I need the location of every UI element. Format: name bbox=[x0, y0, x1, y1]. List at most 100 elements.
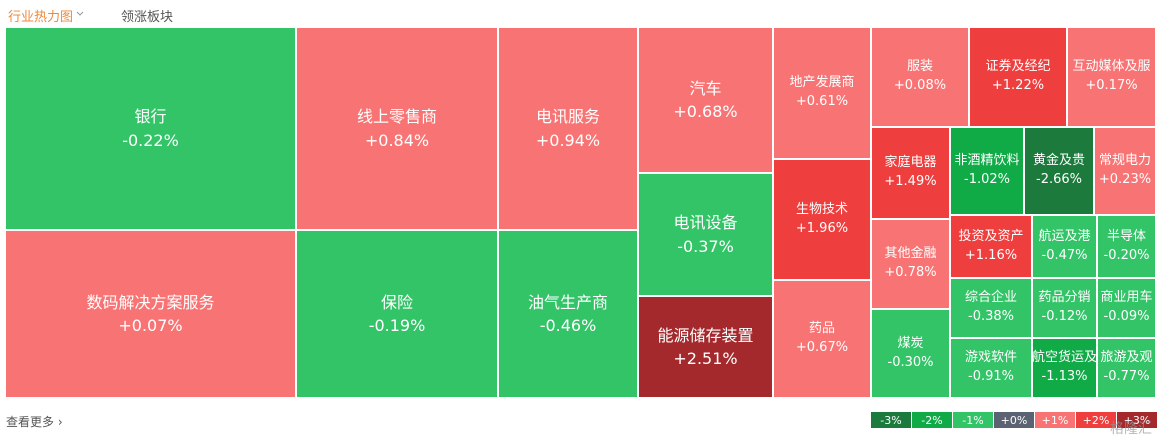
tile-change: +0.07% bbox=[118, 316, 183, 335]
tile[interactable]: 煤炭 -0.30% bbox=[871, 309, 950, 398]
tile-change: -0.20% bbox=[1103, 247, 1150, 263]
tile[interactable]: 服装 +0.08% bbox=[871, 27, 969, 127]
tile[interactable]: 药品 +0.67% bbox=[773, 280, 871, 398]
tile-name: 航运及港 bbox=[1038, 228, 1091, 244]
tile-change: +0.94% bbox=[535, 130, 601, 150]
tile[interactable]: 其他金融 +0.78% bbox=[871, 219, 950, 309]
tile-name: 汽车 bbox=[689, 78, 722, 98]
tile-change: +0.84% bbox=[364, 130, 430, 150]
tile[interactable]: 汽车 +0.68% bbox=[638, 27, 773, 173]
tile-change: +0.67% bbox=[795, 340, 849, 355]
tile-name: 其他金融 bbox=[884, 246, 937, 262]
tile-name: 地产发展商 bbox=[789, 75, 855, 91]
tile[interactable]: 投资及资产 +1.16% bbox=[950, 215, 1032, 278]
tile-change: +0.68% bbox=[673, 102, 738, 121]
tile-change: -0.09% bbox=[1103, 309, 1150, 324]
tile-name: 黄金及贵 bbox=[1032, 153, 1085, 169]
chevron bbox=[76, 11, 84, 16]
tile-name: 电讯服务 bbox=[535, 107, 600, 127]
tile[interactable]: 地产发展商 +0.61% bbox=[773, 27, 871, 159]
tile-name: 生物技术 bbox=[795, 201, 848, 217]
tile[interactable]: 证券及经纪 +1.22% bbox=[969, 27, 1067, 127]
tile-change: +1.96% bbox=[795, 220, 849, 236]
tile-change: -0.12% bbox=[1041, 309, 1088, 324]
tile-name: 线上零售商 bbox=[356, 107, 437, 127]
tile-name: 互动媒体及服 bbox=[1072, 59, 1151, 75]
tile[interactable]: 药品分销 -0.12% bbox=[1032, 278, 1097, 338]
tile-name: 投资及资产 bbox=[958, 228, 1024, 244]
legend-item: +3% bbox=[1117, 412, 1157, 428]
tile-change: -0.19% bbox=[368, 316, 426, 335]
tile-name: 数码解决方案服务 bbox=[86, 292, 215, 312]
tile[interactable]: 航运及港 -0.47% bbox=[1032, 215, 1097, 278]
tile-name: 能源储存装置 bbox=[657, 325, 754, 345]
more-link[interactable]: 查看更多 › bbox=[6, 415, 63, 429]
tile[interactable]: 数码解决方案服务 +0.07% bbox=[5, 230, 296, 398]
tile-change: -0.30% bbox=[887, 354, 934, 370]
tile[interactable]: 非酒精饮料 -1.02% bbox=[950, 127, 1024, 215]
tile[interactable]: 电讯设备 -0.37% bbox=[638, 173, 773, 296]
legend-item: -1% bbox=[953, 412, 993, 428]
tile-name: 煤炭 bbox=[897, 335, 924, 351]
tile-name: 银行 bbox=[134, 107, 167, 127]
legend: -3% -2% -1% +0% +1% +2% +3% bbox=[871, 412, 1158, 428]
tile[interactable]: 能源储存装置 +2.51% bbox=[638, 296, 773, 398]
tile[interactable]: 银行 -0.22% bbox=[5, 27, 296, 230]
tile[interactable]: 常规电力 +0.23% bbox=[1094, 127, 1156, 215]
tile-name: 保险 bbox=[380, 292, 413, 312]
tile-name: 商业用车 bbox=[1100, 290, 1153, 306]
tile-change: -2.66% bbox=[1036, 172, 1082, 187]
tile-name: 电讯设备 bbox=[673, 213, 738, 233]
tile-name: 家庭电器 bbox=[884, 155, 937, 171]
tile[interactable]: 家庭电器 +1.49% bbox=[871, 127, 950, 219]
tile[interactable]: 综合企业 -0.38% bbox=[950, 278, 1032, 338]
tile-change: +1.22% bbox=[991, 78, 1045, 93]
legend-item: -3% bbox=[871, 412, 911, 428]
legend-item: -2% bbox=[912, 412, 952, 428]
tile[interactable]: 商业用车 -0.09% bbox=[1097, 278, 1156, 338]
tile-name: 综合企业 bbox=[964, 290, 1017, 306]
tile-change: -0.46% bbox=[539, 316, 597, 335]
tile-change: -0.77% bbox=[1103, 369, 1150, 384]
tile[interactable]: 航空货运及 -1.13% bbox=[1032, 338, 1097, 398]
tile[interactable]: 游戏软件 -0.91% bbox=[950, 338, 1032, 398]
tile[interactable]: 互动媒体及服 +0.17% bbox=[1067, 27, 1156, 127]
legend-item: +1% bbox=[1035, 412, 1075, 428]
tile-name: 游戏软件 bbox=[964, 350, 1017, 366]
tile-name: 旅游及观 bbox=[1100, 350, 1153, 366]
tile-change: +0.17% bbox=[1085, 78, 1138, 93]
tile[interactable]: 旅游及观 -0.77% bbox=[1097, 338, 1156, 398]
tile-change: +0.78% bbox=[884, 265, 937, 280]
watermark: 格隆汇 bbox=[1110, 421, 1152, 437]
legend-item: +2% bbox=[1076, 412, 1116, 428]
tile-change: -1.13% bbox=[1041, 369, 1088, 384]
tile-name: 常规电力 bbox=[1098, 153, 1151, 169]
tile-change: +1.49% bbox=[884, 174, 937, 189]
tile-name: 服装 bbox=[906, 59, 933, 75]
tile[interactable]: 半导体 -0.20% bbox=[1097, 215, 1156, 278]
tile[interactable]: 黄金及贵 -2.66% bbox=[1024, 127, 1094, 215]
tile-name: 证券及经纪 bbox=[985, 59, 1051, 75]
tile[interactable]: 生物技术 +1.96% bbox=[773, 159, 871, 280]
tile-change: -1.02% bbox=[964, 172, 1010, 187]
tile-change: -0.91% bbox=[968, 369, 1014, 384]
tile-name: 半导体 bbox=[1106, 228, 1146, 244]
tile-change: -0.38% bbox=[968, 309, 1014, 324]
tile-change: +0.61% bbox=[795, 94, 849, 109]
legend-item: +0% bbox=[994, 412, 1034, 428]
tile-name: 油气生产商 bbox=[527, 292, 608, 312]
tile-name: 航空货运及 bbox=[1032, 350, 1097, 366]
tile-change: -0.47% bbox=[1041, 247, 1088, 263]
tile-change: -0.22% bbox=[122, 130, 179, 150]
tile-name: 药品 bbox=[808, 321, 835, 337]
more-text: 查看更多 bbox=[6, 415, 55, 429]
tab[interactable]: 行业热力图 bbox=[8, 10, 74, 25]
tile[interactable]: 线上零售商 +0.84% bbox=[296, 27, 498, 230]
tile-change: +0.08% bbox=[893, 78, 947, 93]
tab[interactable]: 领涨板块 bbox=[121, 10, 174, 25]
tile-name: 药品分销 bbox=[1038, 290, 1091, 306]
tile[interactable]: 油气生产商 -0.46% bbox=[498, 230, 638, 398]
tile[interactable]: 保险 -0.19% bbox=[296, 230, 498, 398]
tile[interactable]: 电讯服务 +0.94% bbox=[498, 27, 638, 230]
